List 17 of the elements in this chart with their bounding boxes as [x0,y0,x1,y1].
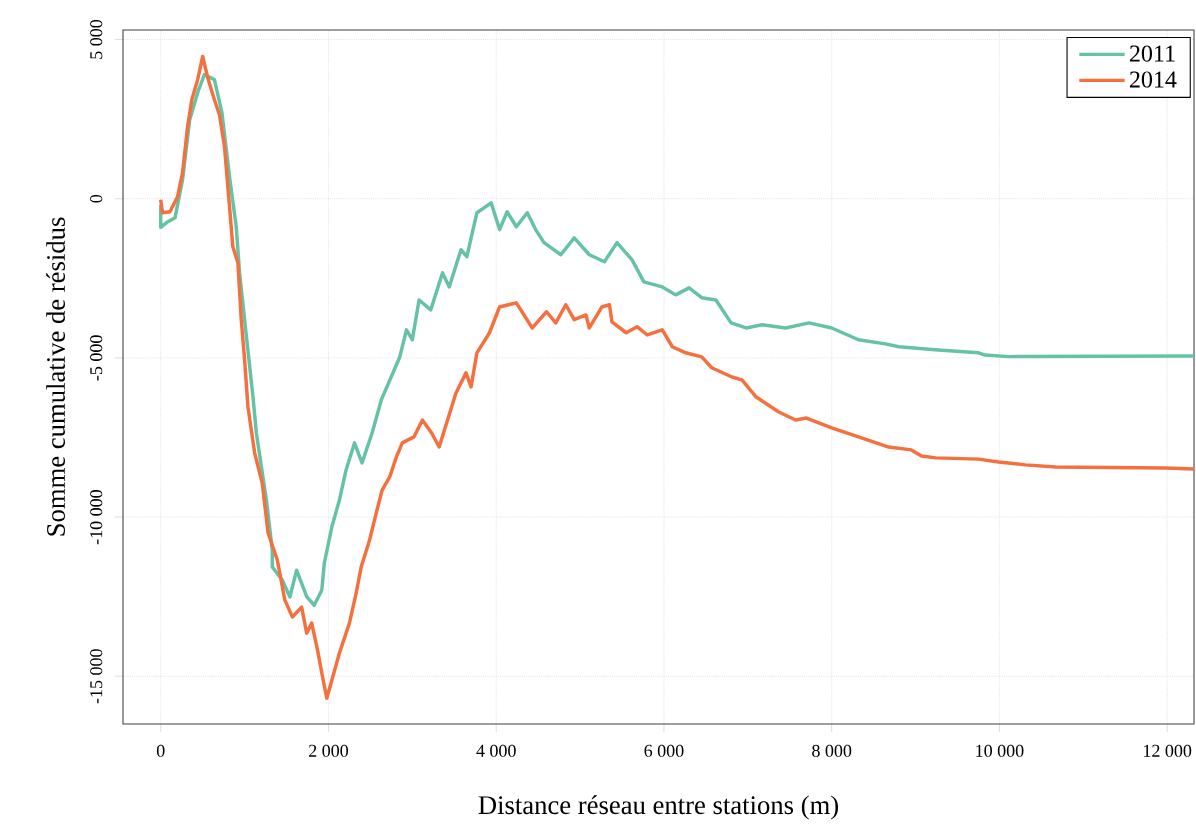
y-tick-label: -15 000 [90,649,103,704]
x-axis-title: Distance réseau entre stations (m) [478,795,839,820]
legend-label: 2011 [1129,45,1175,62]
x-tick-label: 8 000 [812,744,852,757]
x-tick-label: 6 000 [644,744,684,757]
x-tick-label: 4 000 [476,744,516,757]
y-tick-label: 0 [90,194,103,203]
y-axis-title: Somme cumulative de résidus [46,217,65,536]
y-tick-label: -10 000 [90,490,103,545]
x-tick-label: 12 000 [1144,744,1192,757]
y-tick-label: -5 000 [90,335,103,381]
x-tick-label: 10 000 [976,744,1024,757]
y-tick-label: 5 000 [90,19,103,59]
x-tick-label: 2 000 [309,744,349,757]
x-tick-label: 0 [156,744,165,757]
legend-label: 2014 [1129,71,1177,88]
line-series [159,72,1195,607]
